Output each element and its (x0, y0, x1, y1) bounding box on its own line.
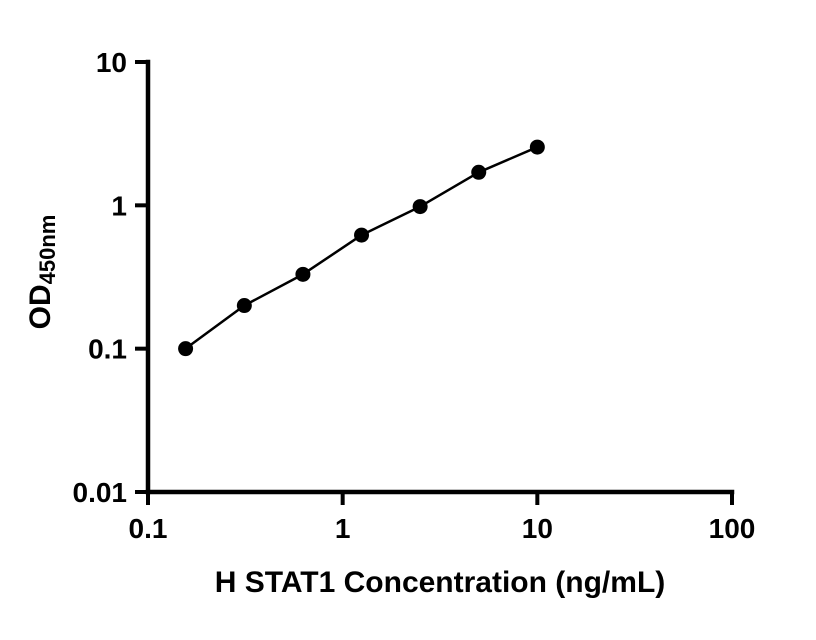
y-tick-label: 0.1 (88, 334, 127, 365)
standard-curve-line (184, 145, 538, 350)
data-point (178, 341, 194, 357)
data-point (529, 139, 545, 155)
data-point (471, 164, 487, 180)
y-tick-label: 1 (111, 190, 127, 221)
x-tick-label: 10 (522, 513, 553, 544)
data-point (354, 227, 370, 243)
x-axis-title: H STAT1 Concentration (ng/mL) (215, 566, 666, 599)
x-tick-label: 0.1 (129, 513, 168, 544)
y-tick-label: 0.01 (73, 477, 128, 508)
data-point (412, 199, 428, 215)
y-axis-title: OD450nm (24, 215, 60, 330)
y-tick-label: 10 (96, 47, 127, 78)
data-point (295, 266, 311, 282)
x-tick-label: 1 (335, 513, 351, 544)
x-tick-label: 100 (709, 513, 756, 544)
data-point (236, 298, 252, 314)
